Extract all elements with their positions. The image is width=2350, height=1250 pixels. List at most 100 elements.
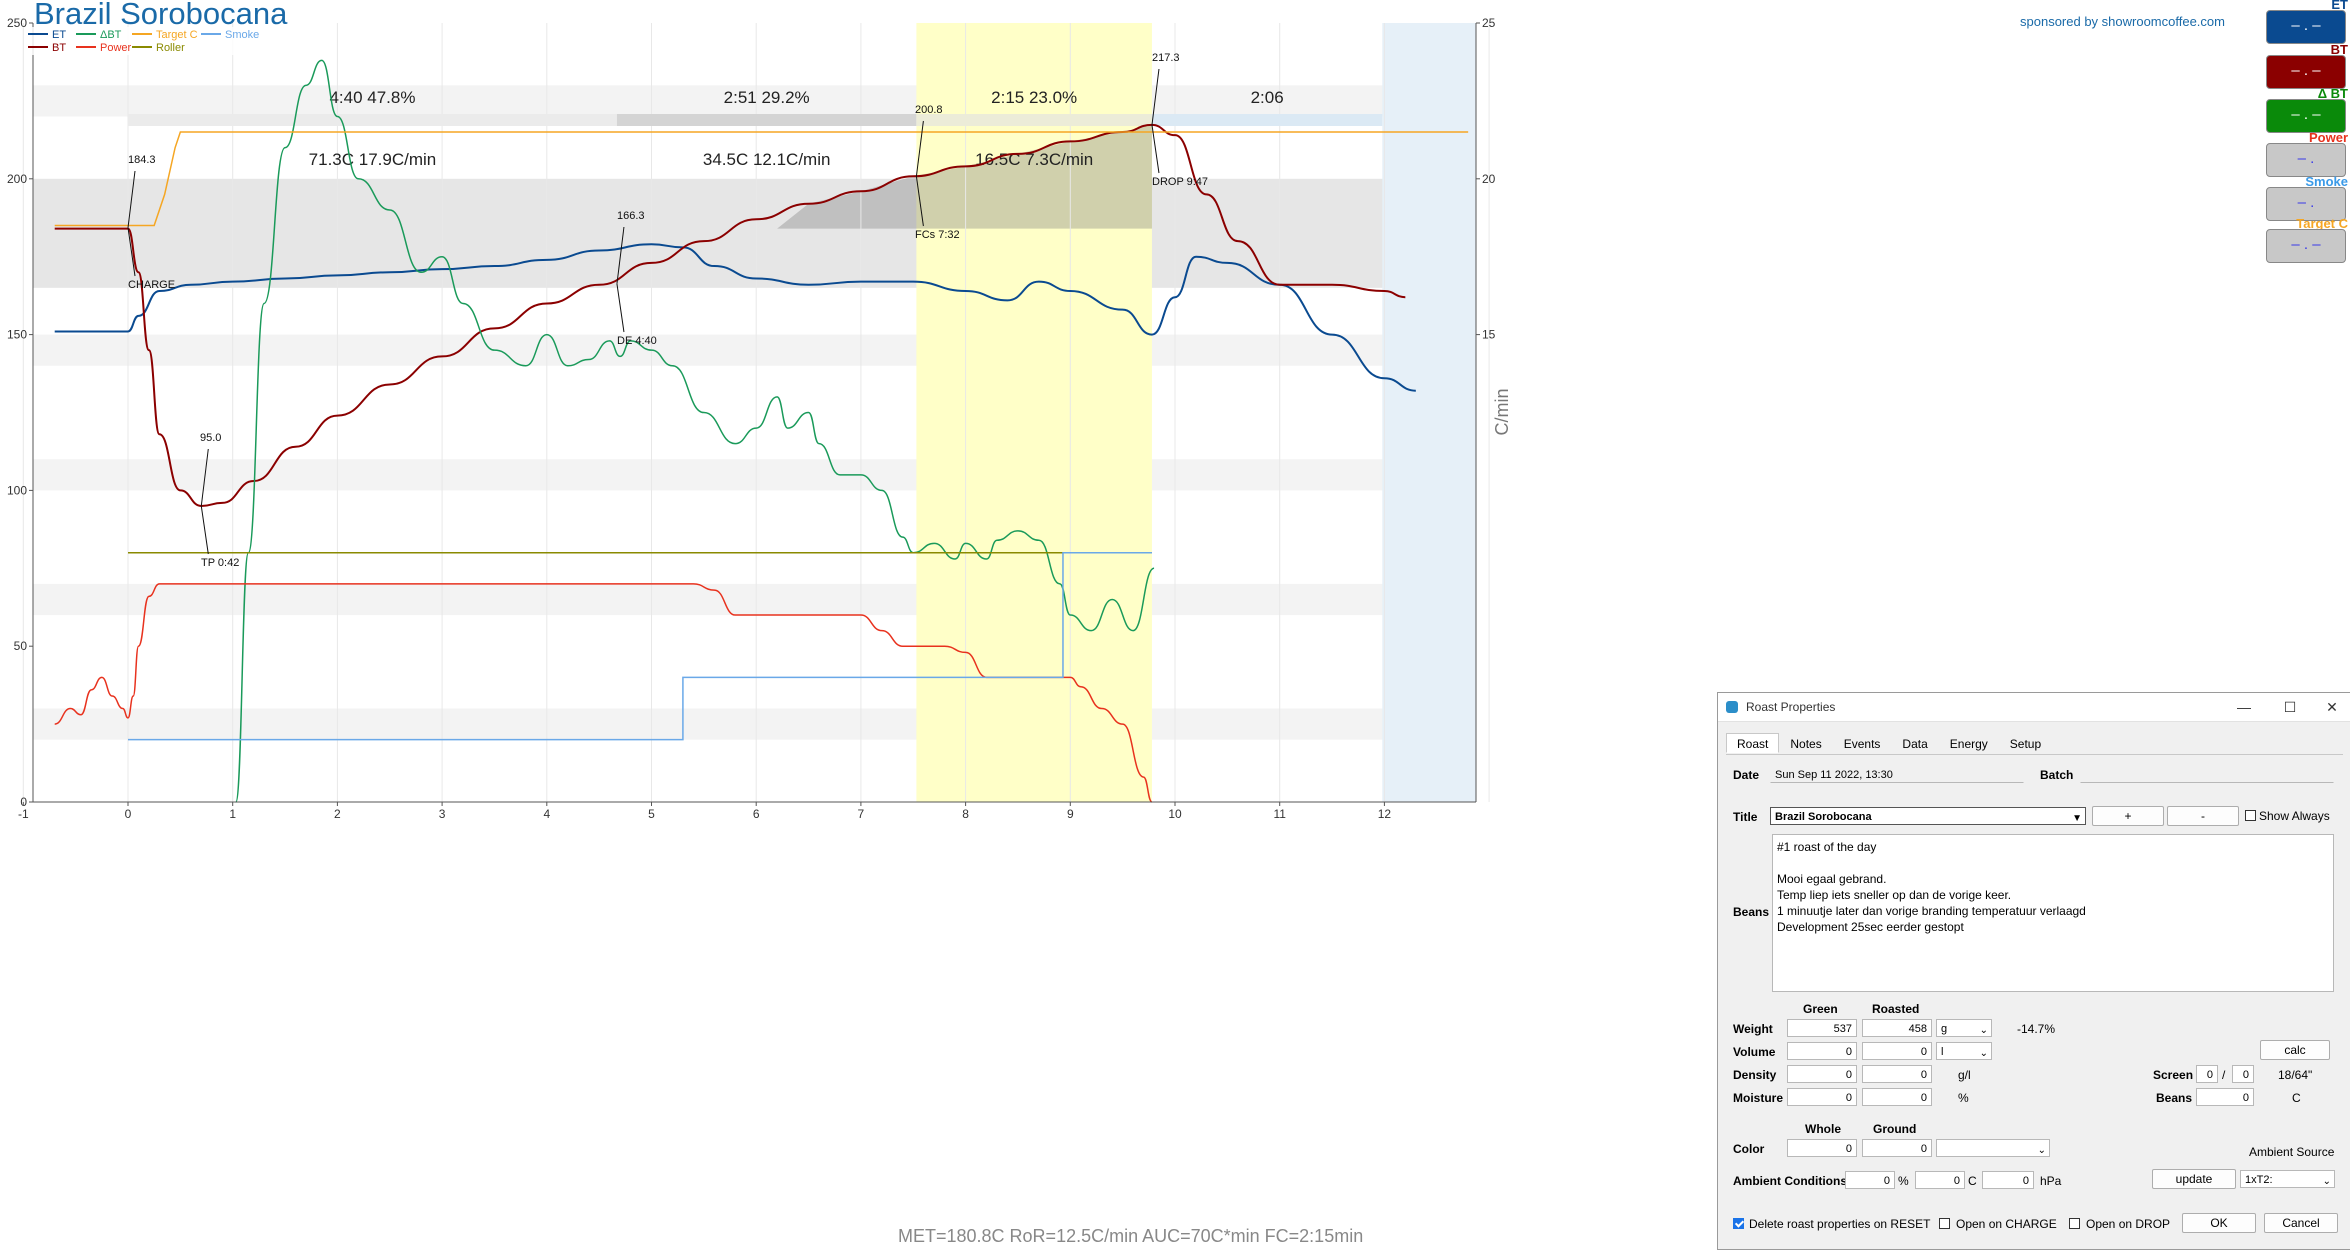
show-always-checkbox[interactable] bbox=[2245, 810, 2256, 821]
screen-max-input[interactable]: 0 bbox=[2232, 1065, 2254, 1083]
background-band bbox=[33, 178, 1476, 288]
delete-on-reset-checkbox[interactable] bbox=[1733, 1218, 1744, 1229]
color-system-select[interactable]: ⌄ bbox=[1936, 1139, 2050, 1157]
beans-line: Temp liep iets sneller op dan de vorige … bbox=[1777, 888, 2012, 902]
weight-green-input[interactable]: 537 bbox=[1787, 1019, 1857, 1037]
weight-unit-select[interactable]: g ⌄ bbox=[1936, 1019, 1992, 1037]
ambient-sensor-select[interactable]: 1xT2: ⌄ bbox=[2240, 1170, 2335, 1188]
weight-roasted-input[interactable]: 458 bbox=[1862, 1019, 1932, 1037]
cancel-button[interactable]: Cancel bbox=[2264, 1213, 2338, 1233]
phase-bars: 4:40 47.8% 71.3C 17.9C/min 2:51 29.2% 34.5C… bbox=[128, 88, 1383, 169]
volume-roasted-input[interactable]: 0 bbox=[1862, 1042, 1932, 1060]
volume-unit-select[interactable]: l ⌄ bbox=[1936, 1042, 1992, 1060]
title-combobox[interactable]: Brazil Sorobocana ▼ bbox=[1770, 807, 2086, 825]
annotation-pointer bbox=[200, 505, 209, 555]
x-tick-label: 4 bbox=[543, 807, 550, 821]
date-field[interactable]: Sun Sep 11 2022, 13:30 bbox=[1770, 765, 2024, 783]
beans-temp-unit: C bbox=[2292, 1091, 2301, 1105]
batch-label: Batch bbox=[2040, 768, 2074, 782]
tab-energy[interactable]: Energy bbox=[1949, 737, 1988, 751]
color-ground-input[interactable]: 0 bbox=[1862, 1139, 1932, 1157]
smoke-line bbox=[128, 551, 1152, 741]
minimize-icon[interactable]: — bbox=[2237, 699, 2251, 715]
y-tick-label: 200 bbox=[7, 172, 27, 186]
dialog-tabs: Roast Notes Events Data Energy Setup bbox=[1726, 733, 2052, 753]
tab-notes[interactable]: Notes bbox=[1790, 737, 1822, 751]
y-right-tick-label: 15 bbox=[1482, 328, 1496, 342]
beans-line: 1 minuutje later dan vorige branding tem… bbox=[1777, 904, 2086, 918]
screen-separator: / bbox=[2222, 1068, 2226, 1082]
annotation-pointer bbox=[127, 227, 136, 277]
legend-label-target: Target C bbox=[156, 29, 198, 41]
moisture-green-input[interactable]: 0 bbox=[1787, 1088, 1857, 1106]
chevron-down-icon: ⌄ bbox=[1979, 1025, 1988, 1036]
lcd-readout[interactable]: – . bbox=[2266, 187, 2346, 221]
density-label: Density bbox=[1733, 1068, 1777, 1082]
annotation-label: FCs 7:32 bbox=[915, 229, 960, 241]
open-on-charge-checkbox[interactable] bbox=[1939, 1218, 1950, 1229]
close-icon[interactable]: ✕ bbox=[2326, 699, 2338, 715]
update-ambient-button[interactable]: update bbox=[2152, 1169, 2236, 1189]
remove-title-button[interactable]: - bbox=[2167, 806, 2239, 826]
ok-button[interactable]: OK bbox=[2182, 1213, 2256, 1233]
lcd-readout[interactable]: – . bbox=[2266, 143, 2346, 177]
beans-temp-input[interactable]: 0 bbox=[2196, 1088, 2254, 1106]
green-header: Green bbox=[1803, 1002, 1838, 1016]
lcd-readout[interactable]: – . – bbox=[2266, 55, 2346, 89]
annotation-pointer bbox=[915, 176, 924, 227]
x-tick-label: -1 bbox=[18, 807, 29, 821]
y-tick-label: 50 bbox=[14, 639, 28, 653]
moisture-roasted-input[interactable]: 0 bbox=[1862, 1088, 1932, 1106]
add-title-button[interactable]: + bbox=[2092, 806, 2164, 826]
open-on-drop-checkbox[interactable] bbox=[2069, 1218, 2080, 1229]
y-right-tick-label: 25 bbox=[1482, 16, 1496, 30]
tab-data[interactable]: Data bbox=[1902, 737, 1928, 751]
moisture-unit: % bbox=[1958, 1091, 1969, 1105]
legend-label-dbt: ΔBT bbox=[100, 29, 122, 41]
density-green-input[interactable]: 0 bbox=[1787, 1065, 1857, 1083]
tab-setup[interactable]: Setup bbox=[2009, 737, 2042, 751]
target-line bbox=[54, 131, 1469, 227]
ambient-pressure-unit: hPa bbox=[2040, 1174, 2062, 1188]
y-tick-label: 250 bbox=[7, 16, 27, 30]
screen-unit: 18/64" bbox=[2278, 1068, 2313, 1082]
volume-green-input[interactable]: 0 bbox=[1787, 1042, 1857, 1060]
dialog-titlebar[interactable]: Roast Properties — ☐ ✕ bbox=[1718, 693, 2350, 722]
ambient-temp-input[interactable]: 0 bbox=[1915, 1171, 1965, 1189]
ambient-humidity-input[interactable]: 0 bbox=[1845, 1171, 1895, 1189]
roast-title: Brazil Sorobocana bbox=[34, 0, 288, 31]
maximize-icon[interactable]: ☐ bbox=[2283, 699, 2297, 715]
tab-events[interactable]: Events bbox=[1843, 737, 1881, 751]
beans-notes-textarea[interactable]: #1 roast of the day Mooi egaal gebrand. … bbox=[1772, 834, 2334, 992]
cooling-phase-area bbox=[1382, 23, 1476, 802]
x-tick-label: 3 bbox=[439, 807, 446, 821]
ambient-conditions-label: Ambient Conditions bbox=[1733, 1174, 1847, 1188]
annotation-label: DE 4:40 bbox=[617, 335, 657, 347]
lcd-label: Power bbox=[2308, 130, 2348, 145]
x-tick-label: 8 bbox=[962, 807, 969, 821]
annotation-label: 166.3 bbox=[617, 210, 645, 222]
ambient-pressure-input[interactable]: 0 bbox=[1982, 1171, 2034, 1189]
chevron-down-icon: ⌄ bbox=[1979, 1048, 1988, 1059]
color-whole-input[interactable]: 0 bbox=[1787, 1139, 1857, 1157]
calc-button[interactable]: calc bbox=[2260, 1040, 2330, 1060]
annotation-label: 200.8 bbox=[915, 104, 943, 116]
title-value: Brazil Sorobocana bbox=[1775, 811, 1872, 823]
beans-line: Mooi egaal gebrand. bbox=[1777, 872, 1887, 886]
batch-field[interactable] bbox=[2080, 765, 2334, 783]
legend-box bbox=[24, 27, 254, 55]
annotation-pointer bbox=[1151, 68, 1160, 125]
sponsor-label: sponsored by showroomcoffee.com bbox=[2020, 14, 2225, 29]
lcd-readout[interactable]: – . – bbox=[2266, 10, 2346, 44]
chart-legend[interactable]: ET ΔBT Target C Smoke BT Power Roller bbox=[24, 27, 259, 55]
tab-roast[interactable]: Roast bbox=[1726, 733, 1780, 753]
open-on-drop-label: Open on DROP bbox=[2086, 1217, 2171, 1231]
x-tick-label: 1 bbox=[229, 807, 236, 821]
density-roasted-input[interactable]: 0 bbox=[1862, 1065, 1932, 1083]
lcd-readout[interactable]: – . – bbox=[2266, 229, 2346, 263]
screen-min-input[interactable]: 0 bbox=[2196, 1065, 2218, 1083]
lcd-readout[interactable]: – . – bbox=[2266, 99, 2346, 133]
roasted-header: Roasted bbox=[1872, 1002, 1920, 1016]
lcd-label: Δ BT bbox=[2317, 86, 2348, 101]
